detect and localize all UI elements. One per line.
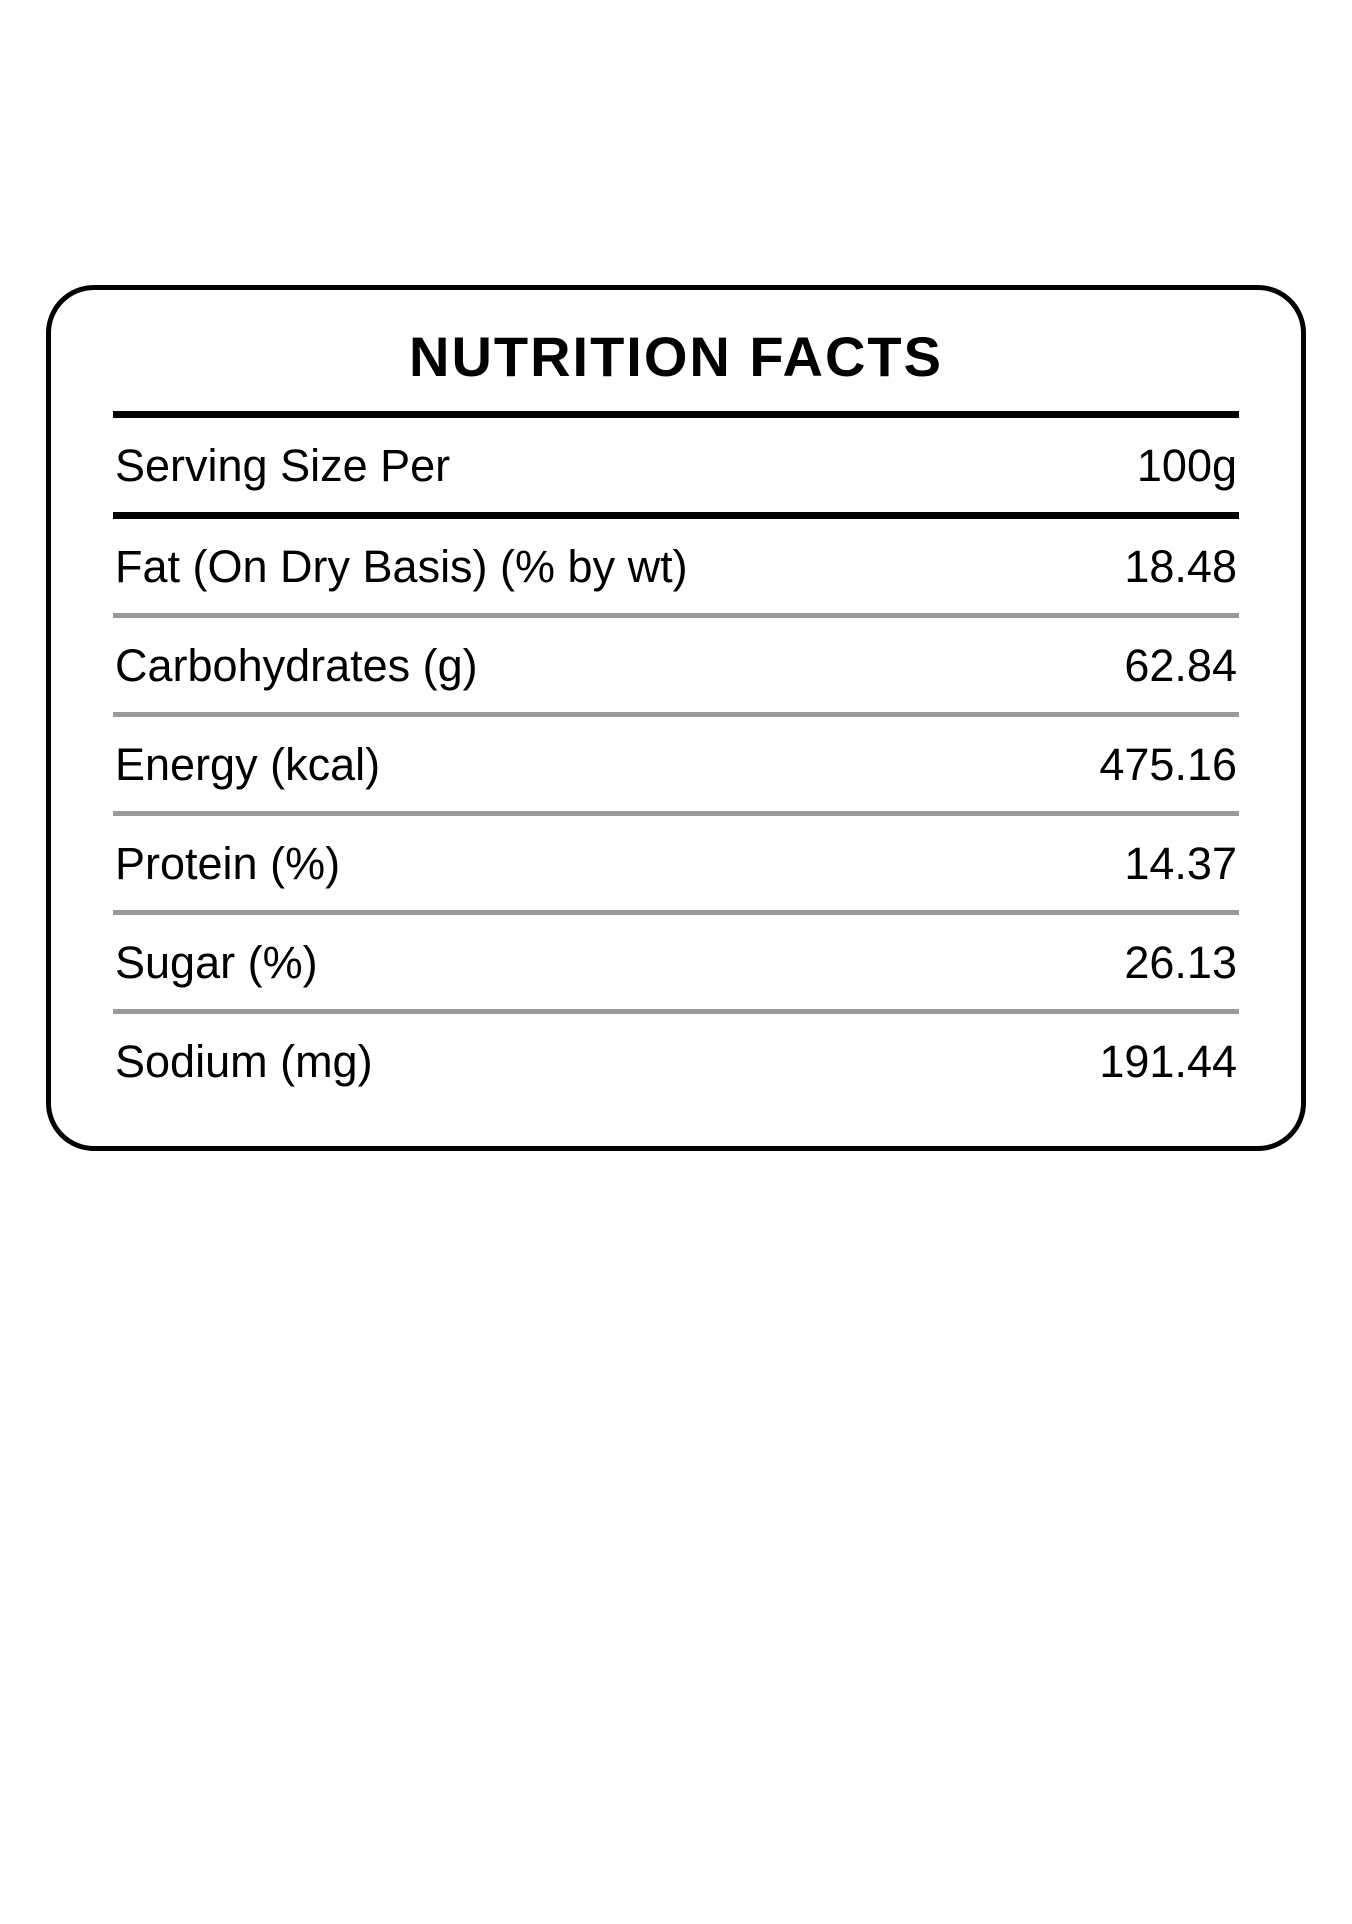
- panel-title: NUTRITION FACTS: [113, 324, 1239, 418]
- serving-size-label: Serving Size Per: [115, 440, 450, 492]
- nutrient-label: Protein (%): [115, 838, 340, 890]
- nutrient-label: Sodium (mg): [115, 1036, 373, 1088]
- nutrient-row: Carbohydrates (g) 62.84: [113, 618, 1239, 717]
- nutrient-value: 475.16: [1099, 739, 1237, 791]
- nutrient-value: 26.13: [1124, 937, 1237, 989]
- nutrient-value: 62.84: [1124, 640, 1237, 692]
- nutrient-row: Fat (On Dry Basis) (% by wt) 18.48: [113, 519, 1239, 618]
- nutrient-label: Sugar (%): [115, 937, 318, 989]
- nutrient-row: Protein (%) 14.37: [113, 816, 1239, 915]
- nutrient-value: 191.44: [1099, 1036, 1237, 1088]
- nutrient-row: Energy (kcal) 475.16: [113, 717, 1239, 816]
- nutrient-value: 18.48: [1124, 541, 1237, 593]
- nutrient-row: Sodium (mg) 191.44: [113, 1014, 1239, 1108]
- serving-size-value: 100g: [1137, 440, 1237, 492]
- nutrient-label: Energy (kcal): [115, 739, 380, 791]
- nutrient-label: Carbohydrates (g): [115, 640, 478, 692]
- serving-size-row: Serving Size Per 100g: [113, 418, 1239, 519]
- nutrient-value: 14.37: [1124, 838, 1237, 890]
- nutrient-row: Sugar (%) 26.13: [113, 915, 1239, 1014]
- nutrition-facts-panel: NUTRITION FACTS Serving Size Per 100g Fa…: [46, 285, 1306, 1151]
- nutrient-label: Fat (On Dry Basis) (% by wt): [115, 541, 688, 593]
